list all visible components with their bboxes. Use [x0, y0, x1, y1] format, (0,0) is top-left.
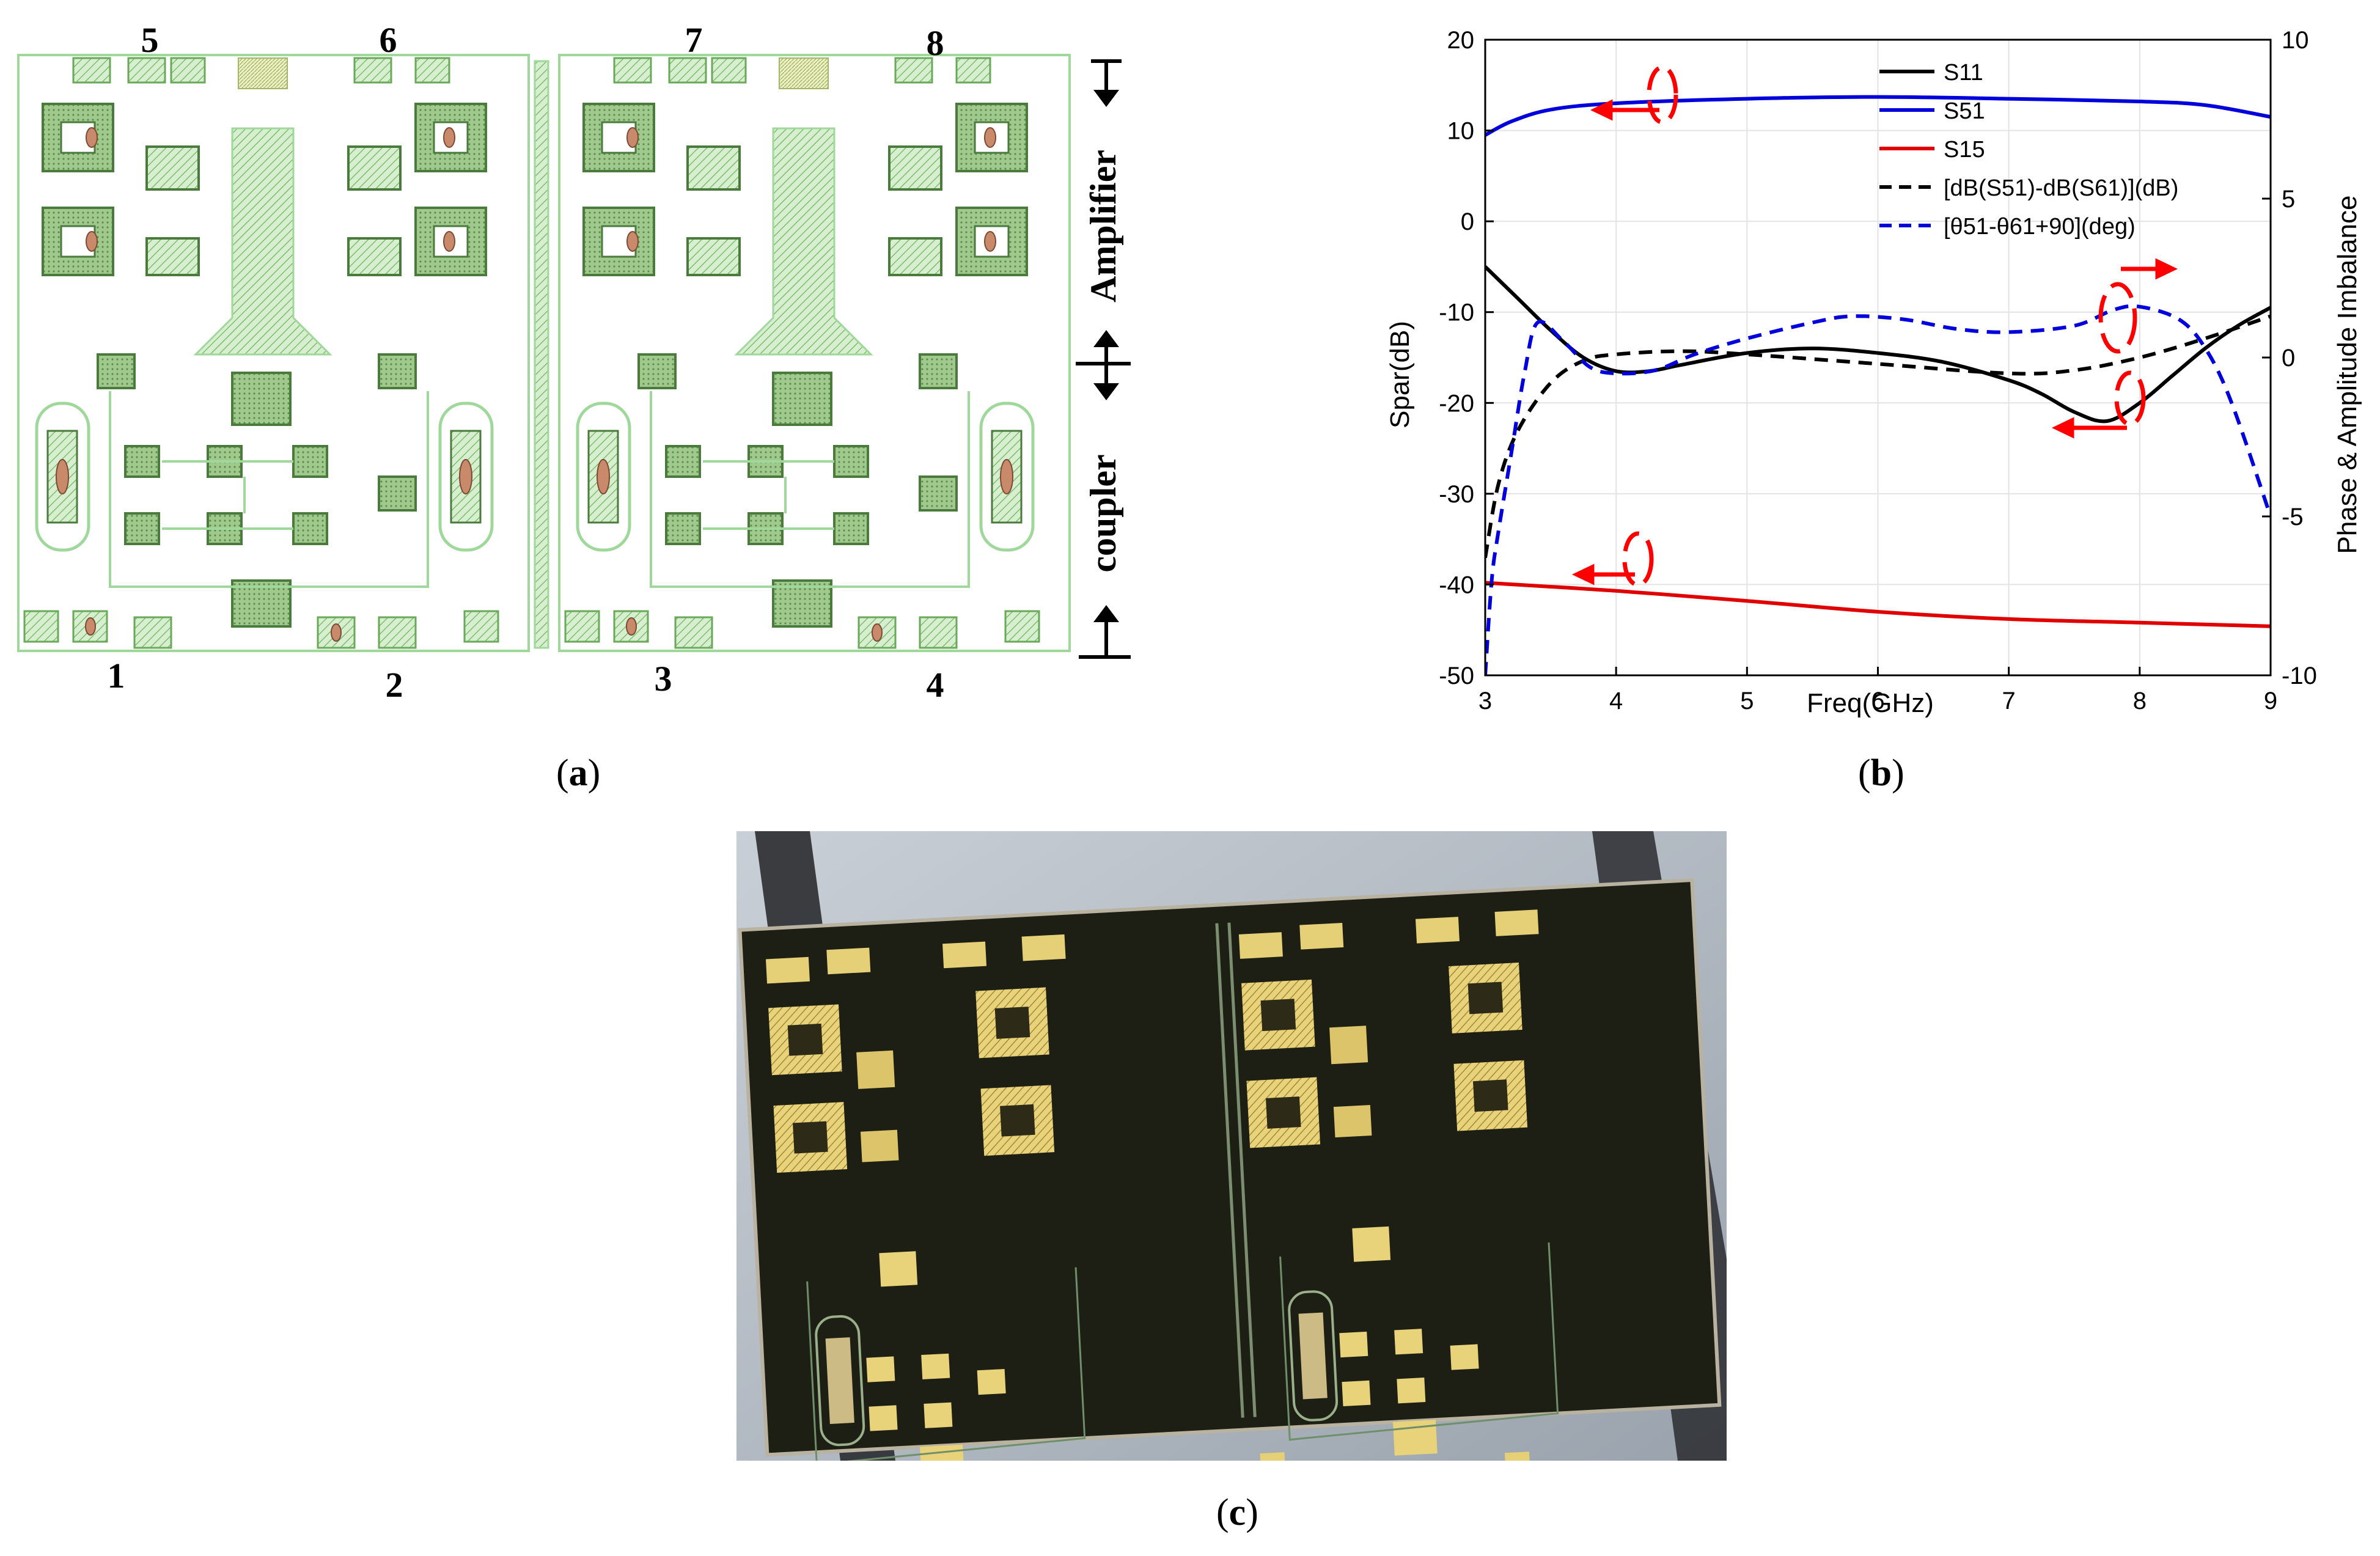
y2-tick-label: -10: [2282, 662, 2317, 689]
port-label-6: 6: [380, 24, 397, 60]
s51-line: [1485, 95, 2271, 137]
y2-tick-label: 5: [2282, 186, 2295, 213]
tick-labels: 3 4 5 6 7 8 9 20 10 0 -10 -20 -30 -40 -50 10 5 0 -5 -10: [1439, 27, 2317, 714]
grid: [1485, 39, 2271, 676]
caption-letter-a: a: [568, 752, 588, 794]
plot-frame: [1484, 39, 2272, 677]
x-tick-label: 3: [1478, 688, 1492, 714]
y-tick-label: -20: [1439, 390, 1474, 417]
s11-line: [1485, 265, 2271, 424]
y-tick-label: -30: [1439, 481, 1474, 508]
legend-label-phase-imbalance: [θ51-θ61+90](deg): [1944, 214, 2136, 240]
chip-die: [738, 878, 1722, 1461]
legend-label-s51: S51: [1944, 98, 1985, 124]
caption-b: (b): [1858, 752, 1904, 794]
layout-figure: 5 6 7 8 1 2 3 4 Amplifier coupler: [12, 20, 1173, 705]
y-tick-label: 0: [1461, 208, 1474, 235]
y2-axis-label: Phase & Amplitude Imbalance: [2332, 195, 2362, 554]
phase-indicator-ellipse: [2098, 282, 2137, 354]
port-label-1: 1: [108, 656, 125, 695]
x-tick-label: 5: [1740, 688, 1754, 714]
amplifier-section-label: Amplifier: [1083, 150, 1123, 303]
coupler-section-label: coupler: [1083, 454, 1123, 572]
y2-tick-label: 10: [2282, 27, 2309, 54]
legend-label-s11: S11: [1944, 60, 1983, 86]
s15-arrowhead: [1571, 563, 1595, 585]
x-tick-label: 8: [2133, 688, 2147, 714]
port-label-4: 4: [927, 665, 944, 697]
legend-label-s15: S15: [1944, 137, 1985, 163]
y-tick-label: -40: [1439, 571, 1474, 598]
s51-arrowhead: [1590, 99, 1613, 121]
caption-letter-b: b: [1870, 752, 1892, 794]
s15-indicator-ellipse: [1622, 531, 1654, 587]
legend: S11 S51 S15 [dB(S51)-dB(S61)](dB) [θ51-θ…: [1879, 60, 2178, 240]
y-tick-label: -50: [1439, 662, 1474, 689]
s51-indicator-ellipse: [1647, 65, 1678, 125]
series-layer: [1485, 95, 2271, 675]
layout-half-left: [18, 55, 529, 651]
layout-drawing: 5 6 7 8 1 2 3 4 Amplifier coupler: [12, 20, 1131, 705]
x-axis-label: Freq(GHz): [1807, 688, 1934, 718]
chart-svg: 3 4 5 6 7 8 9 20 10 0 -10 -20 -30 -40 -50 10 5 0 -5 -10 Fre…: [1385, 27, 2362, 718]
amplifier-range-arrow: [1091, 59, 1122, 107]
y2-tick-label: -5: [2282, 504, 2304, 530]
sparam-chart: 3 4 5 6 7 8 9 20 10 0 -10 -20 -30 -40 -50 10 5 0 -5 -10 Fre…: [1375, 24, 2378, 733]
section-divider-arrow: [1076, 330, 1131, 400]
y-tick-label: 10: [1447, 118, 1475, 145]
phase-arrowhead: [2155, 258, 2178, 280]
port-label-3: 3: [655, 659, 672, 697]
s11-indicator-ellipse: [2114, 370, 2146, 427]
y2-tick-label: 0: [2282, 345, 2295, 372]
x-tick-label: 6: [1871, 688, 1884, 714]
layout-half-right: [559, 55, 1070, 651]
caption-a: (a): [556, 752, 601, 794]
axes: [1484, 39, 2272, 677]
center-strip: [534, 60, 549, 649]
x-tick-label: 9: [2264, 688, 2277, 714]
s15-line: [1485, 581, 2271, 628]
y-tick-label: 20: [1447, 27, 1475, 54]
coupler-range-arrow: [1079, 605, 1131, 659]
chip-photo-drawing: [736, 831, 1727, 1461]
x-tick-label: 4: [1609, 688, 1623, 714]
chip-photo: [736, 831, 1727, 1461]
port-label-5: 5: [141, 24, 159, 60]
port-label-8: 8: [927, 24, 944, 63]
port-label-2: 2: [386, 665, 403, 697]
port-label-7: 7: [685, 24, 703, 60]
caption-letter-c: c: [1229, 1492, 1246, 1533]
caption-c: (c): [1216, 1492, 1258, 1533]
y-axis-label: Spar(dB): [1385, 321, 1415, 428]
s11-arrowhead: [2051, 417, 2074, 439]
amplitude-imbalance-line: [1485, 314, 2271, 559]
x-tick-label: 7: [2002, 688, 2016, 714]
legend-label-amp-imbalance: [dB(S51)-dB(S61)](dB): [1944, 175, 2178, 201]
y-tick-label: -10: [1439, 299, 1474, 326]
axis-indicators: [1571, 65, 2178, 587]
